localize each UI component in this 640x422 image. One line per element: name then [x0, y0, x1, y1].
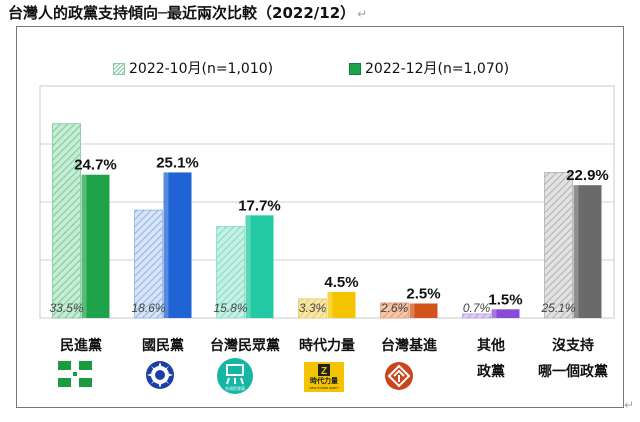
- bar-dec: [245, 215, 274, 318]
- data-label-dec: 1.5%: [488, 291, 522, 308]
- bar-oct: [298, 298, 327, 319]
- legend-swatch-solid: [349, 63, 361, 75]
- bar-oct: [52, 123, 81, 319]
- bar-dec: [409, 303, 438, 318]
- npp-logo: Z 時代力量 NEW POWER PARTY: [304, 362, 344, 392]
- category-label: 哪一個政黨: [538, 363, 608, 380]
- grid-lines: [39, 85, 615, 319]
- bar-oct: [380, 302, 409, 319]
- data-label-oct: 2.6%: [380, 301, 409, 315]
- category-label: 國民黨: [142, 337, 184, 354]
- bar-highlight: [409, 303, 415, 318]
- data-label-dec: 17.7%: [238, 197, 281, 214]
- category-label: 沒支持: [552, 337, 594, 354]
- chart-frame: [16, 26, 624, 408]
- svg-text:Z: Z: [321, 366, 327, 377]
- bar-oct: [216, 225, 245, 319]
- data-label-oct: 33.5%: [49, 301, 83, 315]
- data-label-oct: 0.7%: [463, 301, 491, 315]
- category-label: 政黨: [477, 363, 505, 380]
- data-labels: 33.5% 24.7% 18.6% 25.1% 15.8% 17.7% 3.3% 4.5% 2.…: [49, 154, 608, 315]
- bar-highlight: [327, 291, 333, 318]
- data-label-dec: 22.9%: [566, 167, 609, 184]
- return-mark-icon: ↵: [624, 398, 635, 412]
- data-label-dec: 25.1%: [156, 154, 199, 171]
- bar-oct: [134, 209, 163, 319]
- category-label: 其他: [477, 337, 505, 354]
- bar-dec: [163, 172, 192, 318]
- category-label: 台灣民眾黨: [210, 337, 280, 354]
- data-label-dec: 4.5%: [324, 274, 358, 291]
- npp-logo-subtext: NEW POWER PARTY: [309, 386, 339, 390]
- category-label: 時代力量: [299, 337, 355, 354]
- legend-item-dec: 2022-12月(n=1,070): [349, 58, 509, 78]
- category-label: 台灣基進: [381, 337, 437, 354]
- data-label-dec: 24.7%: [74, 157, 117, 174]
- bar-highlight: [245, 215, 251, 318]
- data-label-oct: 25.1%: [540, 301, 575, 315]
- legend-item-oct: 2022-10月(n=1,010): [113, 58, 273, 78]
- bar-highlight: [491, 309, 497, 318]
- bar-highlight: [573, 185, 579, 318]
- kmt-sun-logo: [146, 361, 174, 389]
- bar-dec: [81, 174, 110, 318]
- data-label-oct: 3.3%: [299, 301, 327, 315]
- tpp-logo-text: 台灣民眾黨: [225, 386, 245, 391]
- dpp-flag-logo: [58, 361, 92, 387]
- tsp-logo: [385, 362, 413, 390]
- data-label-dec: 2.5%: [406, 286, 440, 303]
- bar-oct: [462, 313, 491, 319]
- legend-swatch-hatched: [113, 63, 125, 75]
- bars: [52, 123, 602, 319]
- bar-dec: [491, 309, 520, 318]
- bar-highlight: [163, 172, 169, 318]
- bar-highlight: [81, 174, 87, 318]
- category-label: 民進黨: [60, 337, 102, 354]
- return-mark-icon: ↵: [357, 7, 368, 21]
- bar-dec: [573, 185, 602, 318]
- bar-oct: [544, 172, 573, 319]
- npp-logo-text: 時代力量: [310, 377, 338, 385]
- tpp-logo: 台灣民眾黨: [217, 358, 253, 394]
- bar-dec: [327, 291, 356, 318]
- data-label-oct: 18.6%: [131, 301, 165, 315]
- chart-title: 台灣人的政黨支持傾向─最近兩次比較（2022/12） ↵: [8, 4, 368, 22]
- data-label-oct: 15.8%: [213, 301, 247, 315]
- legend: 2022-10月(n=1,010) 2022-12月(n=1,070): [0, 58, 640, 78]
